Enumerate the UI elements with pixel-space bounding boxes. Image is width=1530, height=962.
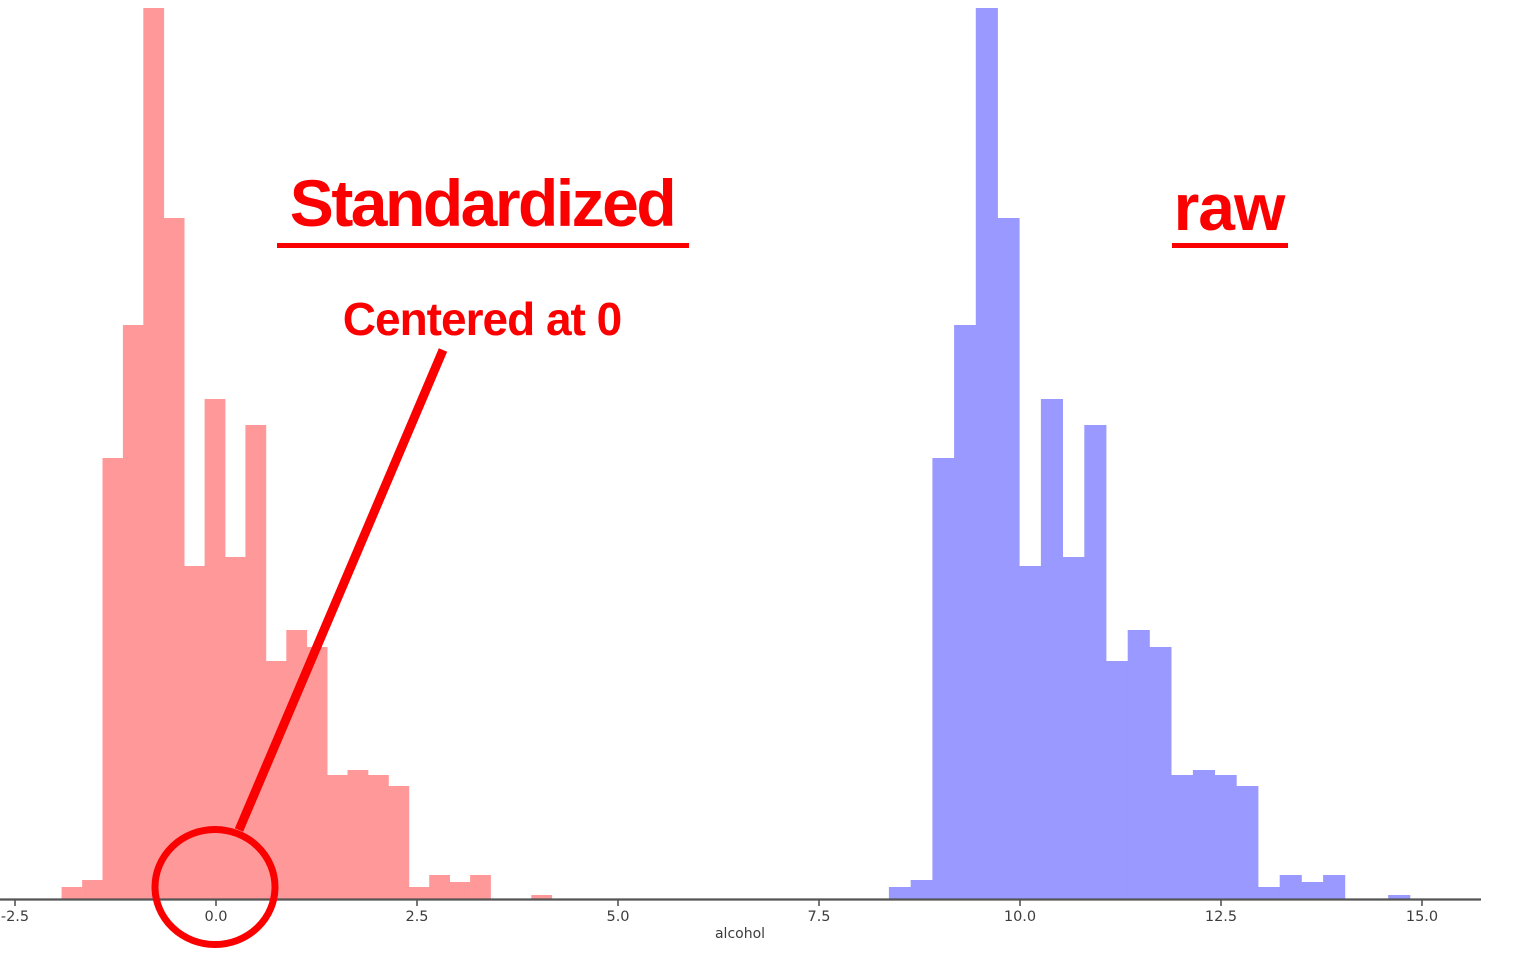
histogram-bar (1279, 875, 1302, 900)
x-tick-label: 0.0 (204, 909, 227, 925)
histogram-bar (388, 786, 410, 900)
histogram-bar (306, 647, 328, 900)
histogram-bar (61, 887, 83, 900)
x-tick-label: 10.0 (1004, 909, 1036, 925)
histogram-bar (347, 770, 369, 900)
histogram-bar (1301, 882, 1324, 900)
histogram-bar (1323, 875, 1346, 900)
histogram-bar (143, 8, 165, 900)
histogram-bar (204, 399, 226, 900)
histogram-bar (531, 895, 553, 900)
histogram-bar (368, 775, 389, 900)
histogram-bar (954, 325, 977, 900)
histogram-bar (1258, 887, 1281, 900)
histogram-bar (225, 557, 246, 900)
raw-underline (1172, 243, 1288, 248)
x-tick-label: 15.0 (1406, 909, 1438, 925)
histogram-bar (932, 458, 955, 900)
histogram-bar (82, 880, 103, 900)
raw-histogram-bars (888, 8, 1411, 900)
histogram-bar (1149, 647, 1172, 900)
standardized-title: Standardized (289, 166, 677, 240)
x-axis-label: alcohol (714, 926, 766, 942)
histogram-bar (1062, 557, 1085, 900)
histogram-bar (184, 566, 205, 900)
histogram-bar (1171, 775, 1194, 900)
callout-pointer-line (234, 348, 448, 832)
raw-title: raw (1173, 170, 1286, 244)
histogram-bar (449, 882, 471, 900)
x-tick-label: -2.5 (1, 909, 29, 925)
histogram-bar (245, 425, 267, 900)
zero-callout-circle (151, 826, 279, 948)
histogram-bar (910, 880, 933, 900)
x-tick-label: 12.5 (1205, 909, 1237, 925)
x-tick-label: 2.5 (405, 909, 428, 925)
histogram-bar (470, 875, 491, 900)
centered-at-0-annotation: Centered at 0 (342, 293, 622, 345)
histogram-bar (1106, 661, 1129, 900)
histogram-bar (997, 218, 1020, 900)
standardized-histogram-bars (61, 8, 553, 900)
histogram-bar (163, 218, 185, 900)
histogram-bar (975, 8, 998, 900)
histogram-bar (327, 775, 348, 900)
histogram-bar (102, 458, 124, 900)
histogram-bar (1127, 630, 1150, 900)
histogram-bar (1192, 770, 1215, 900)
histogram-bar (1040, 399, 1063, 900)
standardized-underline (277, 243, 689, 248)
histogram-bar (888, 887, 911, 900)
histogram-bar (1388, 895, 1411, 900)
histogram-bar (1236, 786, 1259, 900)
x-tick-label: 7.5 (807, 909, 830, 925)
x-axis: -2.5 0.0 2.5 5.0 7.5 10.0 12.5 15.0 (0, 898, 1481, 925)
histogram-bar (122, 325, 144, 900)
histogram-bar (429, 875, 450, 900)
histogram-bar (1019, 566, 1042, 900)
histogram-bar (1084, 425, 1107, 900)
histogram-bar (408, 887, 430, 900)
x-tick-label: 5.0 (606, 909, 629, 925)
histogram-bar (1214, 775, 1237, 900)
